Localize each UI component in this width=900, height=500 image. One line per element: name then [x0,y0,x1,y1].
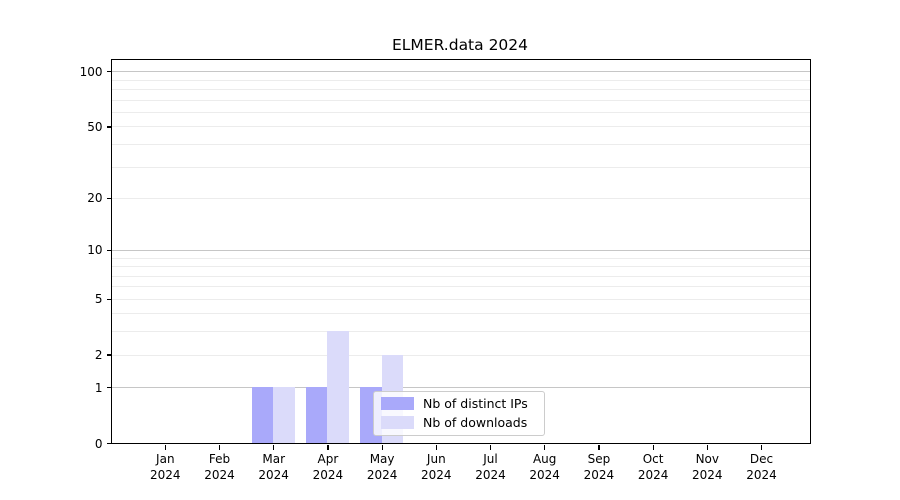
minor-gridline [112,331,810,333]
x-tick-year: 2024 [366,468,398,482]
y-tick-mark [106,442,111,445]
major-gridline [112,71,810,73]
legend-item-distinct-ips: Nb of distinct IPs [374,395,544,412]
bar-downloads [327,331,349,443]
x-tick-mark [435,445,437,450]
y-tick-label: 1 [94,380,103,395]
x-tick-month: Jun [426,452,446,466]
x-tick-mark [381,445,383,450]
y-tick-mark [106,197,111,199]
legend: Nb of distinct IPs Nb of downloads [373,390,545,436]
legend-swatch-downloads-icon [381,416,414,430]
minor-gridline [112,313,810,315]
x-tick-mark [598,445,600,450]
minor-gridline [112,166,810,168]
x-tick-mark [652,445,654,450]
major-gridline [112,387,810,389]
y-tick-mark [106,387,111,389]
y-tick-label: 20 [87,191,103,206]
x-tick-year: 2024 [258,468,289,482]
x-tick-mark [706,445,708,450]
x-tick-year: 2024 [583,468,615,482]
y-tick-mark [106,298,111,300]
x-tick-year: 2024 [312,468,344,482]
x-tick-year: 2024 [529,468,560,482]
plot-inner: Nb of distinct IPs Nb of downloads [112,60,810,443]
x-tick-year: 2024 [692,468,723,482]
bar-distinct-ips [251,387,274,443]
bar-downloads [273,387,295,443]
legend-label-downloads: Nb of downloads [423,415,528,431]
minor-gridline [112,126,810,128]
y-tick-mark [106,126,111,128]
x-tick-label: Dec 2024 [727,451,797,483]
x-tick-mark [327,445,329,450]
minor-gridline [112,79,810,81]
x-tick-month: May [369,452,395,466]
x-tick-month: Aug [532,452,557,466]
y-tick-mark [106,354,111,356]
x-tick-label: Mar 2024 [239,451,309,483]
minor-gridline [112,89,810,91]
x-tick-label: Feb 2024 [185,451,255,483]
x-tick-label: Oct 2024 [618,451,688,483]
minor-gridline [112,257,810,259]
x-tick-mark [218,445,221,450]
x-tick-mark [760,445,763,450]
x-tick-month: Jul [483,452,498,466]
minor-gridline [112,143,810,145]
x-tick-label: Jul 2024 [456,451,526,483]
x-tick-label: Apr 2024 [293,451,363,483]
x-tick-month: Dec [749,452,774,466]
x-tick-label: Nov 2024 [672,451,742,483]
legend-swatch-distinct-ips-icon [381,396,414,410]
y-tick-label: 0 [94,436,103,451]
x-tick-label: May 2024 [347,451,417,483]
legend-label-distinct-ips: Nb of distinct IPs [423,395,528,411]
minor-gridline [112,266,810,268]
y-tick-mark [106,71,111,73]
x-tick-mark [544,445,546,450]
minor-gridline [112,111,810,113]
bar-distinct-ips [305,387,328,443]
minor-gridline [112,99,810,101]
y-tick-label: 10 [87,243,103,258]
x-tick-label: Aug 2024 [510,451,580,483]
x-tick-year: 2024 [746,468,777,482]
x-tick-year: 2024 [475,468,506,482]
x-tick-label: Sep 2024 [564,451,634,483]
legend-item-downloads: Nb of downloads [374,414,544,431]
y-tick-mark [106,249,111,252]
x-tick-label: Jan 2024 [130,451,200,483]
x-tick-year: 2024 [637,468,669,482]
minor-gridline [112,197,810,199]
x-tick-label: Jun 2024 [401,451,471,483]
y-tick-label: 50 [87,119,103,134]
x-tick-month: Feb [208,452,231,466]
y-tick-label: 5 [94,292,103,307]
x-tick-year: 2024 [150,468,181,482]
x-tick-year: 2024 [204,468,235,482]
x-tick-month: Sep [587,452,611,466]
y-tick-label: 100 [79,64,103,79]
x-tick-month: Apr [317,452,339,466]
x-tick-month: Nov [695,452,719,466]
x-tick-month: Mar [262,452,285,466]
chart-title: ELMER.data 2024 [391,36,529,54]
x-tick-mark [273,445,275,450]
y-tick-label: 2 [94,348,103,362]
x-tick-mark [164,445,166,450]
minor-gridline [112,286,810,288]
minor-gridline [112,275,810,277]
minor-gridline [112,298,810,300]
plot-area: Nb of distinct IPs Nb of downloads [111,58,811,444]
minor-gridline [112,354,810,356]
x-tick-mark [489,445,492,450]
x-tick-month: Jan [156,452,175,466]
major-gridline [112,249,810,251]
x-tick-year: 2024 [421,468,452,482]
x-tick-month: Oct [642,452,664,466]
